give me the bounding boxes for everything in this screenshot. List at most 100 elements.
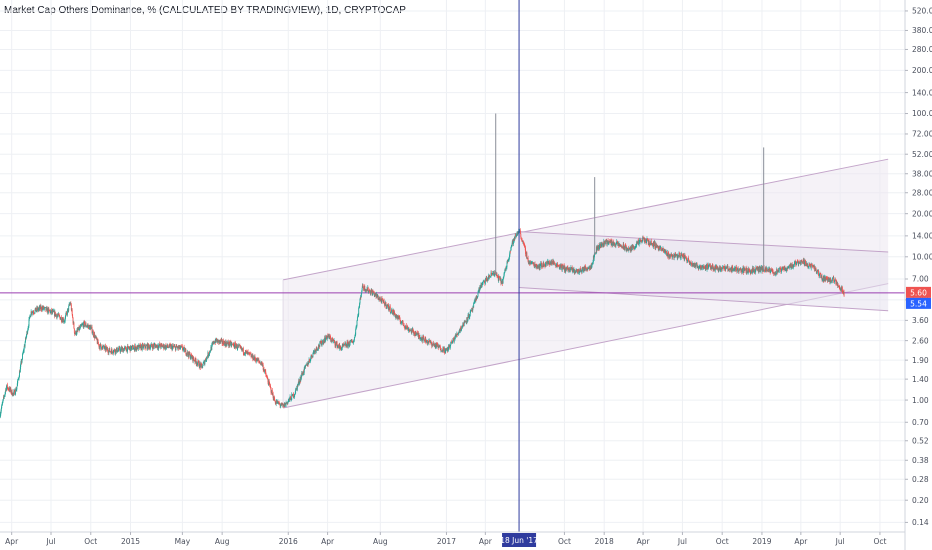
candle-body [150,344,152,347]
candle-body [839,287,841,290]
candle-body [205,359,207,361]
candle-body [690,261,692,264]
x-tick-label: 2016 [279,537,298,546]
candle-body [294,393,296,395]
candle-body [153,344,155,347]
candle-body [553,260,555,264]
candle-body [229,344,231,346]
current-price-badge [906,286,931,298]
y-tick-label: 380.00 [912,26,932,35]
candle-body [220,340,222,342]
candle-body [578,270,580,273]
candle-body [132,346,134,350]
candle-body [89,325,91,327]
candle-body [642,237,644,242]
candle-body [98,344,100,348]
candle-body [105,347,107,351]
candle-body [643,238,645,240]
candle-body [587,268,589,271]
candle-body [171,346,173,350]
candle-body [231,344,233,346]
candle-body [102,346,104,347]
candle-body [596,248,598,251]
candle-body [456,333,458,336]
candle-body [820,276,822,278]
y-tick-label: 14.00 [912,232,932,241]
candle-body [541,262,542,268]
candle-body [373,292,375,296]
candle-body [482,282,484,284]
candle-body [163,347,165,349]
candle-body [0,411,2,414]
candle-body [28,326,29,328]
candle-body [267,379,269,383]
candle-body [657,245,659,249]
candle-body [793,262,795,265]
candle-body [493,274,495,276]
candle-body [770,270,772,274]
candle-body [732,266,734,271]
candle-body [95,335,97,338]
candle-body [734,267,736,271]
candle-body [335,343,337,347]
candle-body [784,266,786,270]
x-tick-label: Apr [5,537,19,546]
candle-body [671,254,673,257]
candle-body [766,268,768,271]
candle-body [820,273,822,278]
candle-body [808,263,810,267]
candle-body [698,267,700,269]
candle-body [519,230,521,234]
candle-body [578,269,580,271]
candle-body [193,359,195,361]
candle-body [659,247,661,249]
candle-body [28,316,30,320]
candle-body [371,290,373,292]
candle-body [363,287,364,289]
candle-body [474,301,475,303]
candle-body [385,307,387,308]
candle-body [426,341,428,343]
candle-body [630,249,632,252]
candle-body [591,265,593,268]
candle-body [329,335,331,338]
candle-body [385,302,387,308]
candle-body [490,272,492,274]
candle-body [132,349,134,350]
y-tick-label: 20.00 [912,209,932,218]
candle-body [608,243,609,245]
candle-body [258,361,260,362]
candle-body [700,265,702,270]
candle-body [753,268,755,272]
candle-body [85,323,87,327]
candle-body [634,246,636,248]
candle-body [356,317,358,321]
candle-body [745,268,746,271]
candle-body [713,267,715,271]
candle-body [544,264,546,267]
candle-body [191,354,192,357]
candle-body [99,344,101,349]
candle-body [762,269,764,272]
candle-body [750,270,752,273]
candle-body [546,261,548,265]
candle-body [573,268,575,273]
candle-body [79,327,80,331]
candle-body [804,260,806,262]
x-tick-label: Oct [873,537,886,546]
candle-body [83,321,85,328]
candle-body [660,247,662,250]
candle-body [77,328,79,330]
candle-body [699,266,701,268]
candle-body [202,365,204,368]
candle-body [808,266,810,268]
candle-body [239,346,241,348]
candle-body [624,244,626,246]
candle-body [827,278,829,282]
candle-body [416,332,418,335]
candle-body [247,351,249,353]
candle-body [128,347,130,349]
candle-body [17,379,19,384]
candle-body [65,312,67,315]
